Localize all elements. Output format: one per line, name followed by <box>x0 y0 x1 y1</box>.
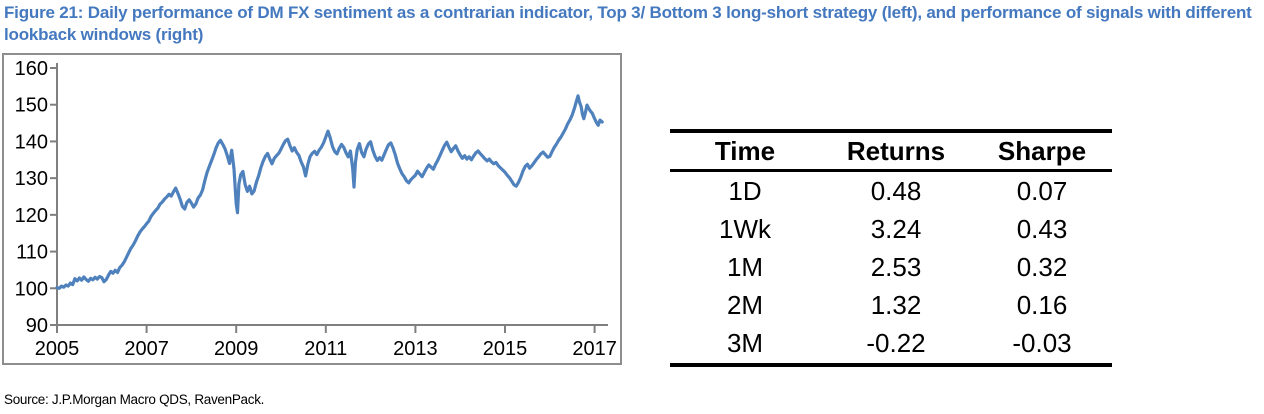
table-cell: 0.16 <box>1016 290 1068 321</box>
line-chart-panel: 90 100 110 120 130 140 150 160 2005 2007 2009 2011 2… <box>2 53 622 365</box>
x-axis-label: 2007 <box>124 338 169 360</box>
table-cell: 1Wk <box>719 213 771 244</box>
y-axis-label: 120 <box>15 205 48 227</box>
y-axis-label: 110 <box>16 242 48 264</box>
table-cell: 0.07 <box>1016 175 1068 206</box>
table-cell: -0.03 <box>1012 328 1072 359</box>
y-axis-label: 150 <box>15 95 48 117</box>
y-axis-label: 140 <box>15 131 48 153</box>
table-header-sharpe: Sharpe <box>972 133 1112 172</box>
y-axis-label: 90 <box>26 315 48 337</box>
performance-table: Time Returns Sharpe 1D 0.48 0.07 1Wk 3.24 0.43 1M… <box>670 129 1112 367</box>
line-chart-svg: 90 100 110 120 130 140 150 160 2005 2007 2009 2011 2… <box>15 58 617 360</box>
y-axis-label: 100 <box>15 278 48 300</box>
x-axis-label: 2011 <box>304 338 347 360</box>
table-cell: 2.53 <box>870 251 922 282</box>
x-axis-label: 2009 <box>214 338 259 360</box>
table-cell: 1M <box>726 251 764 282</box>
table-cell: 3M <box>726 328 764 359</box>
x-axis-label: 2015 <box>483 338 528 360</box>
x-axis-label: 2017 <box>572 338 617 360</box>
table-cell: 2M <box>726 290 764 321</box>
source-note: Source: J.P.Morgan Macro QDS, RavenPack. <box>4 392 265 407</box>
table-header-time: Time <box>670 133 820 172</box>
table-cell: 0.32 <box>1016 251 1068 282</box>
table-cell: -0.22 <box>866 328 926 359</box>
y-axis-label: 130 <box>15 168 48 190</box>
table-cell: 1D <box>728 175 762 206</box>
table-cell: 3.24 <box>870 213 922 244</box>
x-axis-label: 2013 <box>393 338 438 360</box>
y-axis-label: 160 <box>15 58 48 80</box>
table-cell: 1.32 <box>870 290 922 321</box>
table-header-returns: Returns <box>820 133 972 172</box>
x-axis-label: 2005 <box>35 338 80 360</box>
sentiment-performance-line <box>55 94 604 290</box>
table-cell: 0.48 <box>870 175 922 206</box>
table-cell: 0.43 <box>1016 213 1068 244</box>
figure-title: Figure 21: Daily performance of DM FX se… <box>4 3 1252 44</box>
